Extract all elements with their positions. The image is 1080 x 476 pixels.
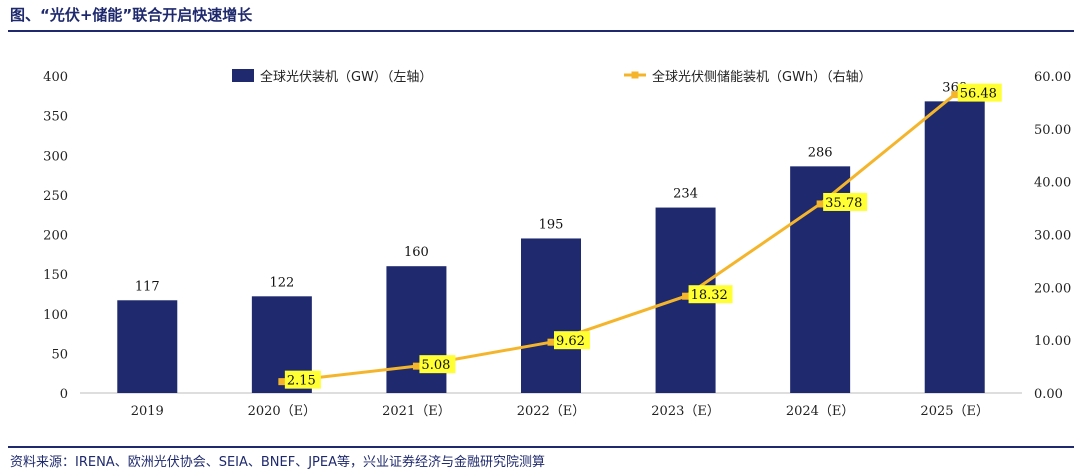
line-point xyxy=(816,200,824,208)
x-tick-label: 2023（E） xyxy=(651,404,720,419)
x-tick-label: 2024（E） xyxy=(786,404,855,419)
y-left-tick-label: 300 xyxy=(43,149,68,164)
legend-bar-label: 全球光伏装机（GW）（左轴） xyxy=(260,69,432,85)
bar-data-label: 286 xyxy=(808,145,833,160)
x-tick-label: 2022（E） xyxy=(517,404,586,419)
line-data-label: 18.32 xyxy=(691,288,728,303)
line-point xyxy=(547,338,555,346)
line-data-label-bg xyxy=(419,355,456,374)
y-right-tick-label: 60.00 xyxy=(1034,70,1071,85)
source-rule xyxy=(8,446,1074,448)
legend-line-label: 全球光伏侧储能装机（GWh）（右轴） xyxy=(652,69,872,85)
y-left-tick-label: 50 xyxy=(51,347,68,362)
line-data-label: 35.78 xyxy=(825,196,862,211)
bar-data-label: 117 xyxy=(135,279,160,294)
line-data-label-bg xyxy=(688,285,733,304)
bar xyxy=(521,238,581,393)
line-point xyxy=(951,91,959,99)
line-data-label: 9.62 xyxy=(556,334,585,349)
chart-axes: 0 50 100 150 200 250 300 350 400 0.00 10.00 20.00 30… xyxy=(43,70,1071,419)
y-right-tick-label: 10.00 xyxy=(1034,334,1071,349)
y-right-tick-label: 0.00 xyxy=(1034,387,1063,402)
y-left-tick-label: 0 xyxy=(60,387,68,402)
bar-data-label: 234 xyxy=(673,187,698,202)
line-data-label-bg xyxy=(284,370,321,389)
y-left-tick-label: 250 xyxy=(43,189,68,204)
legend-bar-swatch xyxy=(232,69,254,82)
chart-legend: 全球光伏装机（GW）（左轴） 全球光伏侧储能装机（GWh）（右轴） xyxy=(232,69,872,85)
line-data-label-bg xyxy=(957,83,1002,102)
line-point xyxy=(278,378,286,386)
y-right-tick-label: 40.00 xyxy=(1034,176,1071,191)
y-left-tick-label: 200 xyxy=(43,229,68,244)
line-series: 2.15 5.08 9.62 18.32 35.78 56.48 xyxy=(278,83,1002,389)
title-rule xyxy=(8,30,1074,32)
x-tick-label: 2021（E） xyxy=(382,404,451,419)
y-left-tick-label: 400 xyxy=(43,70,68,85)
line-data-label-bg xyxy=(823,192,868,211)
line-data-label: 2.15 xyxy=(287,374,316,389)
line-path xyxy=(281,93,956,384)
y-left-tick-label: 150 xyxy=(43,268,68,283)
y-right-tick-label: 50.00 xyxy=(1034,123,1071,138)
line-data-label: 56.48 xyxy=(960,87,997,102)
y-left-tick-label: 350 xyxy=(43,110,68,125)
bar xyxy=(117,300,178,393)
x-tick-label: 2025（E） xyxy=(920,404,989,419)
x-tick-label: 2019 xyxy=(131,404,164,419)
y-left-tick-label: 100 xyxy=(43,308,68,323)
x-tick-label: 2020（E） xyxy=(248,404,317,419)
bar xyxy=(386,266,447,393)
line-data-label-bg xyxy=(554,331,590,350)
line-data-label: 5.08 xyxy=(421,358,450,373)
legend-line-marker xyxy=(631,71,639,79)
bar-data-label: 122 xyxy=(269,275,294,290)
source-note: 资料来源：IRENA、欧洲光伏协会、SEIA、BNEF、JPEA等，兴业证券经济… xyxy=(10,455,546,470)
line-point xyxy=(412,362,420,370)
y-right-tick-label: 20.00 xyxy=(1034,281,1071,296)
bar-data-label: 160 xyxy=(404,245,429,260)
chart: 0 50 100 150 200 250 300 350 400 0.00 10.00 20.00 30… xyxy=(43,69,1071,419)
y-right-tick-label: 30.00 xyxy=(1034,229,1071,244)
line-point xyxy=(682,292,690,300)
bar-data-label: 195 xyxy=(539,217,564,232)
bar xyxy=(924,101,985,394)
figure-title: 图、“光伏+储能”联合开启快速增长 xyxy=(10,6,253,24)
